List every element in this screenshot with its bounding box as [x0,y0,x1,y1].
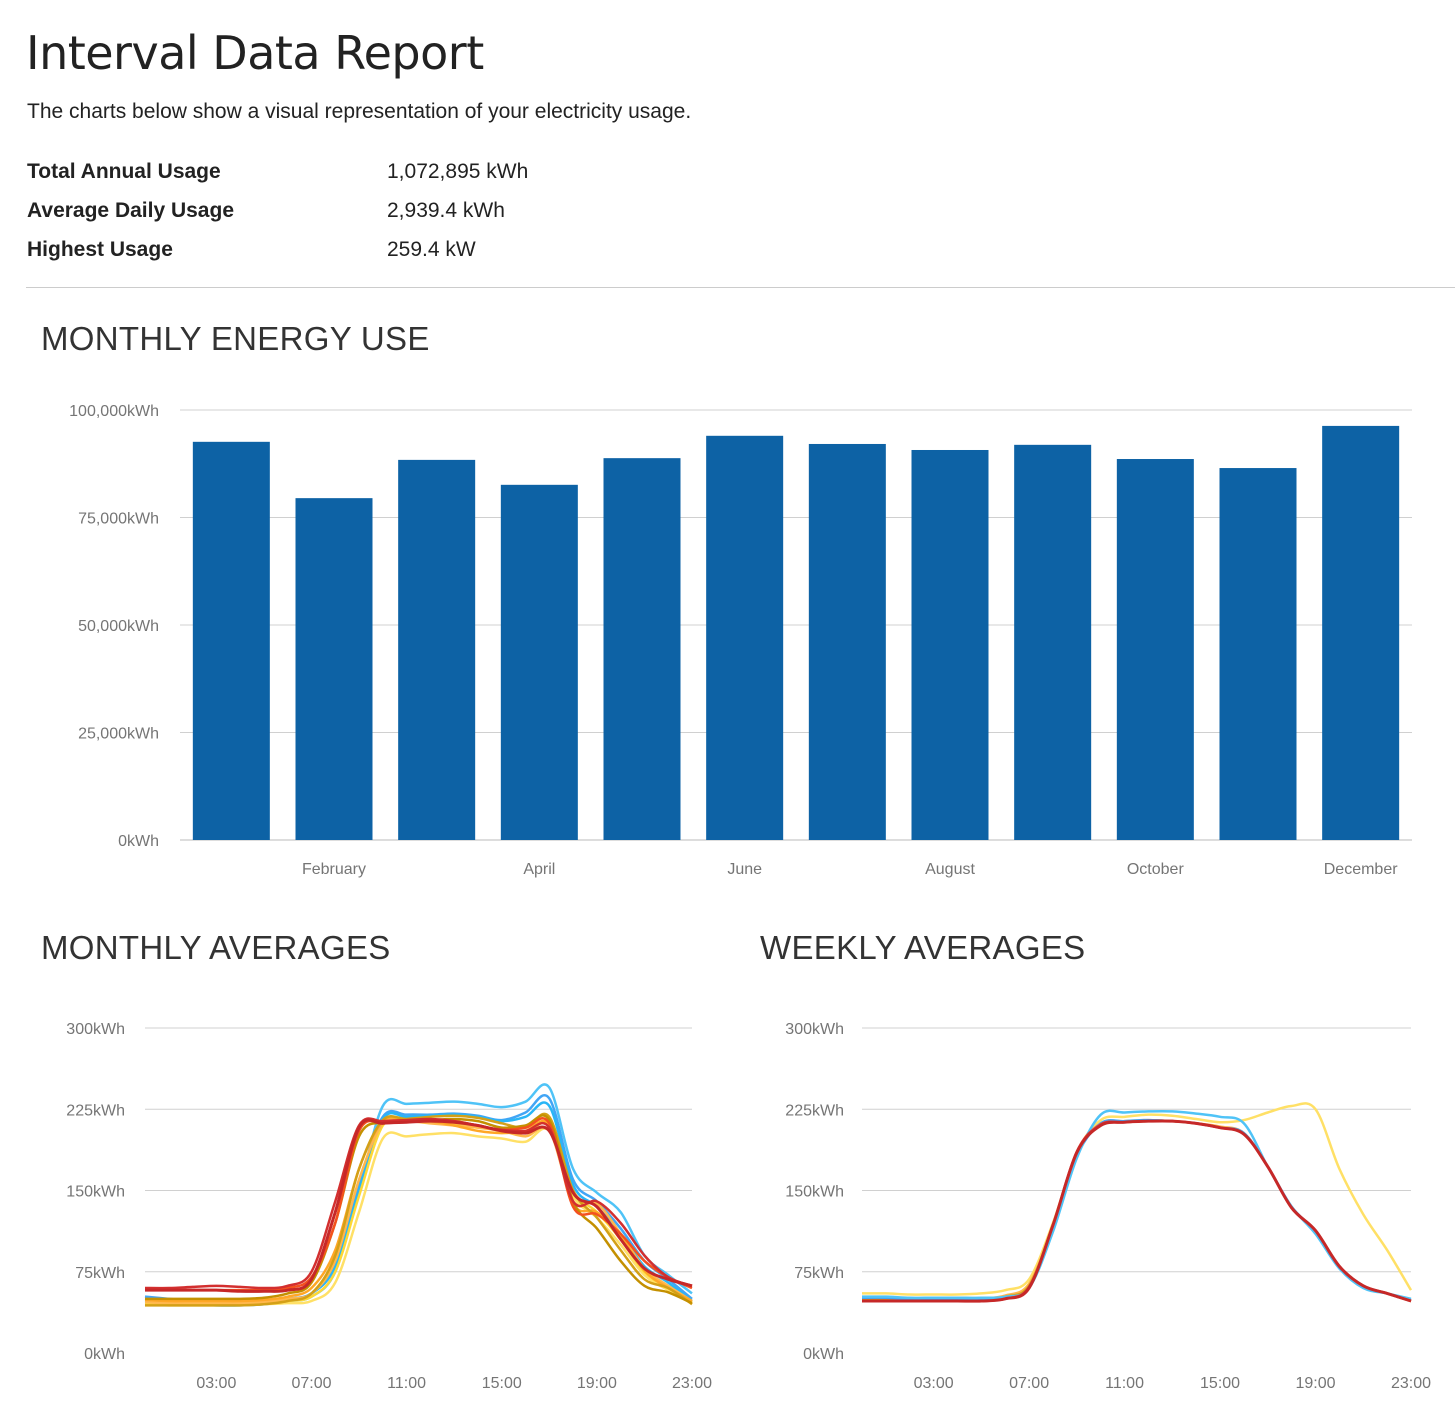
x-tick-label: 23:00 [672,1375,712,1392]
monthly-avg-series-line [144,1116,693,1303]
y-tick-label: 0kWh [118,833,159,850]
bar-april [500,484,578,840]
x-tick-label: 07:00 [1009,1375,1049,1392]
stat-value-total: 1,072,895 kWh [387,160,529,183]
y-tick-label: 0kWh [84,1346,125,1363]
x-tick-label: 03:00 [196,1375,236,1392]
monthly-averages-title: MONTHLY AVERAGES [41,929,391,966]
y-tick-label: 0kWh [803,1346,844,1363]
x-tick-label: 19:00 [1295,1375,1335,1392]
x-tick-label: October [1127,861,1185,878]
y-tick-label: 150kWh [785,1184,844,1201]
bar-january [192,441,270,840]
stat-value-average: 2,939.4 kWh [387,199,505,222]
x-tick-label: 11:00 [387,1375,426,1392]
bar-december [1322,425,1400,840]
bar-september [1014,444,1092,840]
divider [26,287,1455,288]
bar-october [1116,459,1194,840]
x-tick-label: 19:00 [577,1375,617,1392]
y-tick-label: 75kWh [75,1265,125,1282]
x-tick-label: February [302,861,366,878]
bar-november [1219,468,1297,840]
y-tick-label: 225kWh [785,1102,844,1119]
page-subtitle: The charts below show a visual represent… [27,100,692,123]
x-tick-label: April [523,861,555,878]
bar-july [808,443,886,840]
weekly-avg-series-line [861,1109,1412,1301]
x-tick-label: December [1324,861,1398,878]
monthly-avg-series-line [144,1117,693,1292]
x-tick-label: 11:00 [1105,1375,1144,1392]
stat-label-total: Total Annual Usage [27,160,221,183]
stat-label-highest: Highest Usage [27,238,173,261]
weekly-avg-series-line [862,1119,1412,1303]
monthly-avg-series-line [144,1101,693,1307]
y-tick-label: 75kWh [794,1265,844,1282]
x-tick-label: 15:00 [1200,1375,1240,1392]
monthly-avg-series-line [145,1112,693,1307]
bar-may [603,458,681,840]
monthly-avg-series-line [144,1114,693,1305]
bar-august [911,449,989,840]
monthly-energy-title: MONTHLY ENERGY USE [41,320,430,357]
page-title: Interval Data Report [26,26,484,80]
y-tick-label: 25,000kWh [78,726,159,743]
y-tick-label: 50,000kWh [78,618,159,635]
x-tick-label: 23:00 [1391,1375,1431,1392]
weekly-avg-series-line [861,1119,1412,1303]
y-tick-label: 150kWh [66,1184,125,1201]
x-tick-label: 15:00 [482,1375,522,1392]
x-tick-label: June [727,861,762,878]
monthly-avg-series-line [144,1117,693,1290]
bar-march [398,459,476,840]
weekly-avg-series-line [861,1102,1413,1296]
y-tick-label: 75,000kWh [78,511,159,528]
y-tick-label: 300kWh [785,1021,844,1038]
weekly-avg-series-line [861,1118,1412,1302]
weekly-avg-series-line [862,1119,1412,1303]
stat-label-average: Average Daily Usage [27,199,234,222]
monthly-avg-series-line [144,1118,693,1293]
stat-value-highest: 259.4 kW [387,238,476,261]
y-tick-label: 300kWh [66,1021,125,1038]
monthly-avg-series-line [144,1094,693,1305]
weekly-avg-series-line [861,1118,1412,1303]
bar-february [295,498,373,840]
x-tick-label: 03:00 [914,1375,954,1392]
bar-june [706,435,784,840]
y-tick-label: 225kWh [66,1102,125,1119]
y-tick-label: 100,000kWh [69,403,159,420]
x-tick-label: August [925,861,975,878]
x-tick-label: 07:00 [291,1375,331,1392]
weekly-averages-title: WEEKLY AVERAGES [760,929,1086,966]
